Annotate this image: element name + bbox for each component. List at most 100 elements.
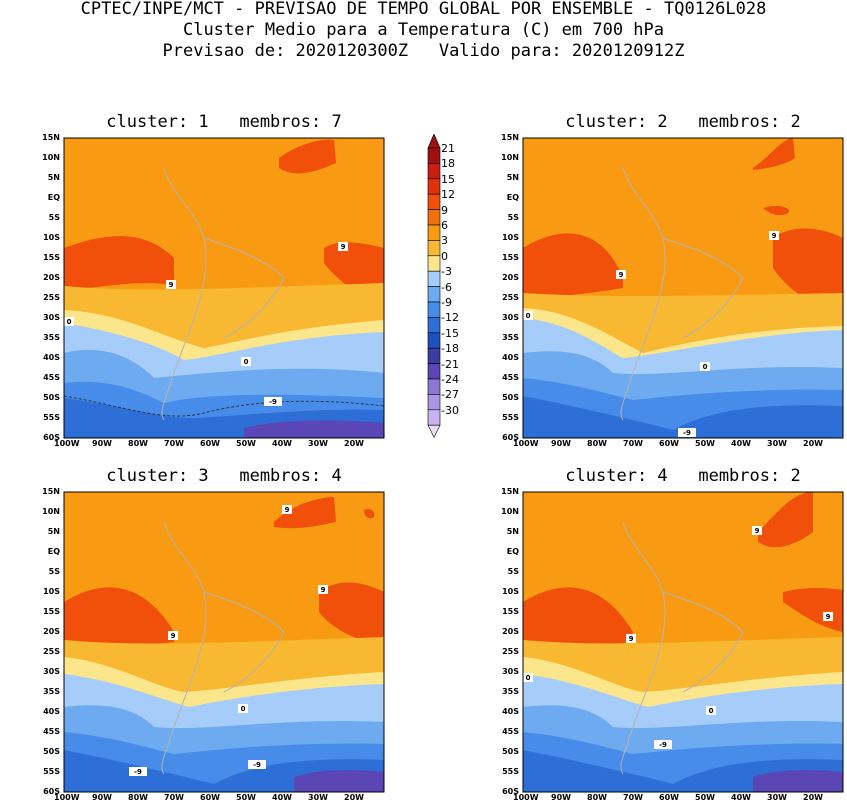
lat-tick-label: 35S [43, 333, 60, 342]
lon-tick-label: 80W [128, 439, 148, 448]
colorbar-arrow-down [427, 424, 441, 438]
colorbar-swatch [427, 147, 441, 164]
contour-label: 9 [171, 632, 176, 640]
lon-tick-label: 60W [200, 439, 220, 448]
lat-tick-label: 25S [502, 293, 519, 302]
colorbar-swatch [427, 240, 441, 257]
lat-tick-label: 50S [502, 393, 519, 402]
lat-tick-label: EQ [47, 547, 60, 556]
contour-label: -9 [269, 398, 277, 406]
lat-tick-label: 55S [502, 413, 519, 422]
lat-tick-label: 20S [502, 273, 519, 282]
lat-tick-label: 35S [43, 687, 60, 696]
lon-tick-label: 30W [767, 439, 787, 448]
colorbar-label: -12 [441, 311, 459, 325]
lat-tick-label: 10N [501, 153, 519, 162]
contour-label: 0 [241, 705, 246, 713]
lat-tick-label: 15S [502, 253, 519, 262]
contour-label: 0 [67, 318, 72, 326]
lon-tick-label: 40W [731, 439, 751, 448]
colorbar-label: -9 [441, 296, 452, 309]
colorbar-label: -18 [441, 342, 459, 356]
panel-1-title: cluster: 1 membros: 7 [106, 112, 342, 132]
colorbar-swatch [427, 255, 441, 272]
lat-tick-label: 10N [42, 507, 60, 516]
lat-tick-label: 5S [48, 213, 60, 222]
lon-tick-label: 40W [272, 793, 292, 802]
lat-tick-label: 35S [502, 687, 519, 696]
map-panel-1: 9 9 0 0 -9 [63, 137, 385, 439]
colorbar-swatch [427, 301, 441, 318]
colorbar-swatch [427, 193, 441, 210]
lon-tick-label: 60W [200, 793, 220, 802]
lon-tick-label: 50W [695, 793, 715, 802]
lat-tick-label: 15N [501, 133, 519, 142]
lat-tick-label: EQ [506, 547, 519, 556]
lat-tick-label: 5N [47, 173, 60, 182]
colorbar-swatch [427, 347, 441, 364]
lat-tick-label: 40S [43, 707, 60, 716]
lon-tick-label: 100W [513, 793, 539, 802]
lon-tick-label: 70W [164, 439, 184, 448]
lat-tick-label: 55S [502, 767, 519, 776]
lat-tick-label: 45S [502, 727, 519, 736]
lat-tick-label: 5S [48, 567, 60, 576]
colorbar-swatch [427, 332, 441, 349]
colorbar-label: -15 [441, 326, 459, 340]
colorbar-label: 12 [441, 188, 455, 202]
lon-tick-label: 20W [344, 439, 364, 448]
lat-tick-label: 60S [502, 433, 519, 442]
lon-tick-label: 90W [92, 793, 112, 802]
lat-tick-label: 35S [502, 333, 519, 342]
lon-tick-label: 30W [308, 793, 328, 802]
contour-label: 9 [629, 635, 634, 643]
contour-label: 0 [709, 707, 714, 715]
lat-tick-label: 10S [43, 233, 60, 242]
colorbar-arrow-up [427, 134, 441, 149]
contour-label: -9 [683, 429, 691, 437]
lon-tick-label: 70W [623, 793, 643, 802]
lat-tick-label: EQ [506, 193, 519, 202]
colorbar [427, 134, 441, 438]
contour-label: 9 [169, 281, 174, 289]
colorbar-swatch [427, 409, 441, 426]
lat-tick-label: 40S [502, 353, 519, 362]
lat-tick-label: 20S [43, 273, 60, 282]
contour-label: -9 [134, 768, 142, 776]
colorbar-swatch [427, 209, 441, 226]
colorbar-swatch [427, 178, 441, 195]
lat-tick-label: 10S [502, 587, 519, 596]
colorbar-label: -24 [441, 373, 459, 386]
contour-label: 9 [341, 243, 346, 251]
lat-tick-label: 50S [43, 393, 60, 402]
lat-tick-label: 40S [502, 707, 519, 716]
colorbar-label: 3 [441, 234, 448, 248]
header-line-1: CPTEC/INPE/MCT - PREVISAO DE TEMPO GLOBA… [80, 0, 767, 19]
lat-tick-label: 40S [43, 353, 60, 362]
lat-tick-label: 15S [43, 607, 60, 616]
lat-tick-label: EQ [47, 193, 60, 202]
lat-tick-label: 45S [43, 727, 60, 736]
lat-tick-label: 25S [43, 293, 60, 302]
contour-label: 0 [526, 312, 531, 320]
lat-tick-label: 10S [502, 233, 519, 242]
lon-tick-label: 50W [236, 439, 256, 448]
lon-tick-label: 60W [659, 439, 679, 448]
lat-tick-label: 15N [501, 487, 519, 496]
colorbar-swatch [427, 317, 441, 334]
contour-label: 0 [703, 363, 708, 371]
colorbar-label: -30 [441, 403, 459, 417]
lat-tick-label: 50S [43, 747, 60, 756]
lat-tick-label: 15S [43, 253, 60, 262]
lat-tick-label: 5N [506, 527, 519, 536]
lon-tick-label: 20W [344, 793, 364, 802]
lat-tick-label: 10N [42, 153, 60, 162]
colorbar-label: -21 [441, 357, 459, 371]
colorbar-swatch [427, 394, 441, 411]
lat-tick-label: 30S [502, 313, 519, 322]
lon-tick-label: 30W [308, 439, 328, 448]
lat-tick-label: 50S [502, 747, 519, 756]
lat-tick-label: 5N [506, 173, 519, 182]
lat-tick-label: 30S [502, 667, 519, 676]
lon-tick-label: 90W [92, 439, 112, 448]
